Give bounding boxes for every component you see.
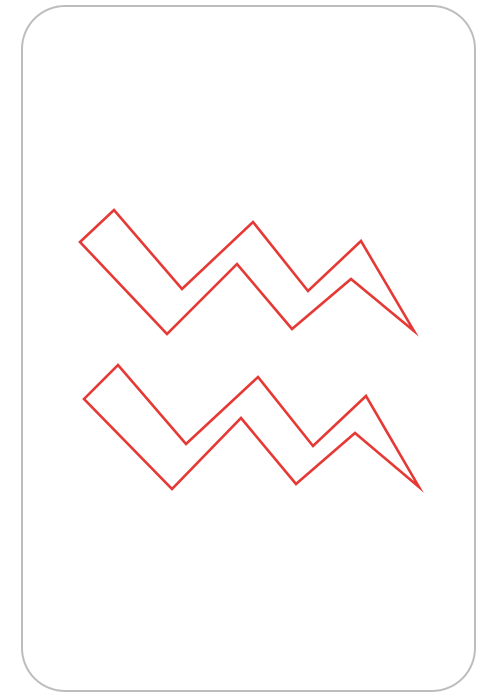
upper-wave [78,208,419,337]
lower-wave [82,363,424,493]
card [21,5,476,692]
